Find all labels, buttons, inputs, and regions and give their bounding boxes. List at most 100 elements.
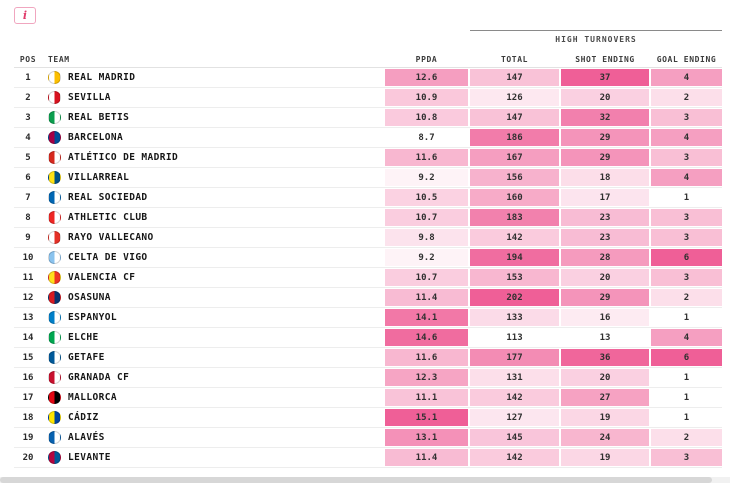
team-name: SEVILLA xyxy=(68,92,111,103)
table-row[interactable]: 8 ATHLETIC CLUB 10.7 183 23 3 xyxy=(14,208,722,228)
col-header-total[interactable]: TOTAL xyxy=(500,54,529,64)
table-row[interactable]: 2 SEVILLA 10.9 126 20 2 xyxy=(14,88,722,108)
horizontal-scrollbar-thumb[interactable] xyxy=(0,477,712,483)
ppda-value: 10.9 xyxy=(385,89,468,106)
table-row[interactable]: 14 ELCHE 14.6 113 13 4 xyxy=(14,328,722,348)
shot-ending-value: 20 xyxy=(561,89,649,106)
table-row[interactable]: 6 VILLARREAL 9.2 156 18 4 xyxy=(14,168,722,188)
col-header-shot-ending[interactable]: SHOT ENDING xyxy=(575,54,635,64)
total-value: 186 xyxy=(470,129,559,146)
team-cell: REAL MADRID xyxy=(42,71,385,84)
table-row[interactable]: 10 CELTA DE VIGO 9.2 194 28 6 xyxy=(14,248,722,268)
shot-ending-value: 20 xyxy=(561,269,649,286)
team-name: ATLÉTICO DE MADRID xyxy=(68,152,179,163)
col-header-team[interactable]: TEAM xyxy=(48,54,70,64)
table-row[interactable]: 3 REAL BETIS 10.8 147 32 3 xyxy=(14,108,722,128)
ppda-value: 12.6 xyxy=(385,69,468,86)
ppda-value: 11.4 xyxy=(385,449,468,466)
team-cell: ESPANYOL xyxy=(42,311,385,324)
info-button[interactable]: i xyxy=(14,7,36,24)
total-value: 127 xyxy=(470,409,559,426)
goal-ending-value: 2 xyxy=(651,429,722,446)
team-logo-icon xyxy=(48,371,61,384)
table-row[interactable]: 13 ESPANYOL 14.1 133 16 1 xyxy=(14,308,722,328)
shot-ending-value: 19 xyxy=(561,409,649,426)
team-logo-icon xyxy=(48,131,61,144)
position-value: 7 xyxy=(25,192,31,203)
col-header-goal-ending[interactable]: GOAL ENDING xyxy=(656,54,717,64)
ppda-value: 11.1 xyxy=(385,389,468,406)
shot-ending-value: 29 xyxy=(561,149,649,166)
team-cell: GRANADA CF xyxy=(42,371,385,384)
table-row[interactable]: 11 VALENCIA CF 10.7 153 20 3 xyxy=(14,268,722,288)
table-row[interactable]: 19 ALAVÉS 13.1 145 24 2 xyxy=(14,428,722,448)
team-cell: REAL SOCIEDAD xyxy=(42,191,385,204)
table-row[interactable]: 1 REAL MADRID 12.6 147 37 4 xyxy=(14,68,722,88)
total-value: 147 xyxy=(470,109,559,126)
team-name: BARCELONA xyxy=(68,132,124,143)
ppda-value: 8.7 xyxy=(385,129,468,146)
total-value: 142 xyxy=(470,389,559,406)
ppda-value: 14.6 xyxy=(385,329,468,346)
shot-ending-value: 23 xyxy=(561,209,649,226)
position-value: 18 xyxy=(22,412,34,423)
team-cell: ATLÉTICO DE MADRID xyxy=(42,151,385,164)
team-cell: REAL BETIS xyxy=(42,111,385,124)
total-value: 113 xyxy=(470,329,559,346)
goal-ending-value: 1 xyxy=(651,409,722,426)
total-value: 142 xyxy=(470,229,559,246)
ppda-value: 11.6 xyxy=(385,349,468,366)
total-value: 147 xyxy=(470,69,559,86)
team-name: CELTA DE VIGO xyxy=(68,252,148,263)
col-header-pos[interactable]: POS xyxy=(19,54,37,64)
table-row[interactable]: 18 CÁDIZ 15.1 127 19 1 xyxy=(14,408,722,428)
team-logo-icon xyxy=(48,431,61,444)
team-logo-icon xyxy=(48,351,61,364)
position-value: 2 xyxy=(25,92,31,103)
position-value: 11 xyxy=(22,272,34,283)
team-name: REAL SOCIEDAD xyxy=(68,192,148,203)
table-row[interactable]: 12 OSASUNA 11.4 202 29 2 xyxy=(14,288,722,308)
team-logo-icon xyxy=(48,251,61,264)
ppda-value: 9.2 xyxy=(385,249,468,266)
table-row[interactable]: 17 MALLORCA 11.1 142 27 1 xyxy=(14,388,722,408)
team-logo-icon xyxy=(48,111,61,124)
group-header-label: HIGH TURNOVERS xyxy=(555,35,637,44)
position-value: 6 xyxy=(25,172,31,183)
table-row[interactable]: 9 RAYO VALLECANO 9.8 142 23 3 xyxy=(14,228,722,248)
team-logo-icon xyxy=(48,391,61,404)
position-value: 3 xyxy=(25,112,31,123)
horizontal-scrollbar[interactable] xyxy=(0,477,730,483)
team-cell: ATHLETIC CLUB xyxy=(42,211,385,224)
goal-ending-value: 1 xyxy=(651,189,722,206)
goal-ending-value: 2 xyxy=(651,289,722,306)
shot-ending-value: 28 xyxy=(561,249,649,266)
table-row[interactable]: 7 REAL SOCIEDAD 10.5 160 17 1 xyxy=(14,188,722,208)
team-cell: ELCHE xyxy=(42,331,385,344)
team-name: LEVANTE xyxy=(68,452,111,463)
goal-ending-value: 3 xyxy=(651,149,722,166)
table-row[interactable]: 4 BARCELONA 8.7 186 29 4 xyxy=(14,128,722,148)
position-value: 5 xyxy=(25,152,31,163)
table-row[interactable]: 5 ATLÉTICO DE MADRID 11.6 167 29 3 xyxy=(14,148,722,168)
position-value: 15 xyxy=(22,352,34,363)
table-row[interactable]: 16 GRANADA CF 12.3 131 20 1 xyxy=(14,368,722,388)
goal-ending-value: 3 xyxy=(651,209,722,226)
shot-ending-value: 20 xyxy=(561,369,649,386)
goal-ending-value: 1 xyxy=(651,309,722,326)
shot-ending-value: 18 xyxy=(561,169,649,186)
team-name: CÁDIZ xyxy=(68,412,99,423)
team-name: ELCHE xyxy=(68,332,99,343)
column-header-row: POS TEAM PPDA TOTAL SHOT ENDING GOAL END… xyxy=(14,51,722,68)
team-logo-icon xyxy=(48,171,61,184)
team-name: REAL MADRID xyxy=(68,72,136,83)
col-header-ppda[interactable]: PPDA xyxy=(415,54,438,64)
team-logo-icon xyxy=(48,271,61,284)
position-value: 17 xyxy=(22,392,34,403)
table-row[interactable]: 20 LEVANTE 11.4 142 19 3 xyxy=(14,448,722,468)
goal-ending-value: 3 xyxy=(651,109,722,126)
position-value: 10 xyxy=(22,252,34,263)
table-row[interactable]: 15 GETAFE 11.6 177 36 6 xyxy=(14,348,722,368)
team-name: ESPANYOL xyxy=(68,312,117,323)
